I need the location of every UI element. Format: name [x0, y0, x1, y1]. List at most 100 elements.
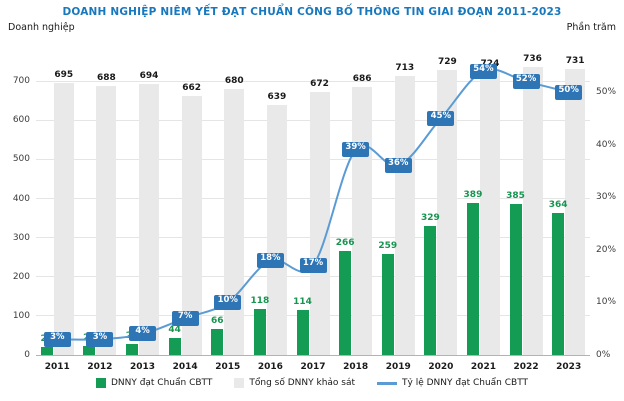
bar-total: [139, 83, 160, 355]
bar-compliant-label: 66: [211, 316, 224, 327]
bar-compliant-label: 114: [293, 297, 312, 308]
y-axis-tick-label: 0: [24, 350, 30, 360]
y2-axis-tick-label: 50%: [596, 87, 617, 98]
bar-compliant-label: 266: [335, 237, 355, 248]
bar-compliant: [40, 346, 53, 355]
bar-total: [96, 85, 117, 355]
chart-title: DOANH NGHIỆP NIÊM YẾT ĐẠT CHUẨN CÔNG BỐ …: [62, 6, 562, 18]
y2-axis-tick-label: 20%: [596, 244, 617, 255]
bar-compliant-label: 389: [463, 189, 483, 200]
x-axis-label: 2015: [215, 362, 241, 372]
y-axis-tick-label: 300: [12, 232, 30, 243]
bar-compliant: [466, 202, 479, 355]
bar-compliant: [126, 343, 139, 355]
bar-total-label: 736: [523, 54, 542, 65]
bar-compliant: [509, 204, 522, 355]
trend-line: [57, 68, 569, 341]
bar-compliant-label: 364: [548, 199, 568, 210]
bar-compliant-label: 329: [420, 213, 440, 224]
bar-total-label: 731: [565, 56, 585, 67]
pct-data-label: 50%: [555, 84, 583, 100]
bar-compliant-label: 385: [506, 191, 525, 202]
bar-total-label: 729: [437, 56, 457, 67]
x-axis-label: 2019: [385, 362, 411, 372]
bar-total-label: 713: [395, 63, 415, 74]
bar-total: [437, 69, 458, 355]
legend-label: DNNY đạt Chuẩn CBTT: [110, 378, 213, 388]
bar-total: [181, 96, 202, 355]
x-axis-label: 2012: [87, 362, 113, 372]
bar-compliant: [211, 329, 224, 355]
y-axis-tick-label: 700: [12, 76, 30, 87]
bar-compliant: [552, 212, 565, 355]
y2-axis-tick-label: 0%: [596, 350, 611, 360]
right-axis-title: Phần trăm: [566, 22, 616, 33]
bar-total: [565, 69, 586, 355]
y2-axis-tick-label: 30%: [596, 192, 617, 203]
bar-total: [479, 71, 500, 355]
y-axis-tick-label: 500: [12, 154, 30, 165]
gridline: [36, 80, 590, 82]
legend-item: DNNY đạt Chuẩn CBTT: [95, 378, 213, 388]
pct-data-label: 3%: [86, 331, 114, 347]
bar-compliant-label: 259: [378, 240, 398, 251]
bar-total-label: 639: [267, 92, 287, 103]
pct-data-label: 17%: [299, 258, 327, 274]
pct-data-label: 52%: [512, 74, 540, 90]
bar-compliant-label: 118: [250, 295, 270, 306]
pct-data-label: 10%: [214, 294, 242, 310]
plot-area: 6952168823694296624468066639118672114686…: [36, 50, 590, 356]
legend-label: Tỷ lệ DNNY đạt Chuẩn CBTT: [402, 378, 529, 388]
x-axis-label: 2023: [556, 362, 582, 372]
pct-data-label: 36%: [384, 158, 412, 174]
bar-compliant: [296, 310, 309, 355]
pct-data-label: 39%: [342, 142, 370, 158]
gridline: [36, 354, 590, 356]
bar-compliant: [253, 308, 266, 355]
x-axis-label: 2018: [343, 362, 369, 372]
bar-total: [394, 76, 415, 355]
y2-axis-tick-label: 10%: [596, 297, 617, 308]
bar-total-label: 672: [310, 79, 329, 90]
bar-compliant-label: 44: [168, 324, 181, 335]
x-axis-label: 2013: [130, 362, 156, 372]
legend-swatch: [234, 378, 245, 388]
pct-data-label: 7%: [171, 310, 199, 326]
bar-total: [53, 83, 74, 355]
bar-total: [266, 105, 287, 355]
y-axis-tick-label: 600: [12, 115, 30, 126]
legend-item: Tổng số DNNY khảo sát: [234, 378, 355, 388]
trend-line-path: [57, 68, 569, 341]
pct-data-label: 4%: [129, 326, 157, 342]
left-axis-title: Doanh nghiệp: [8, 22, 75, 33]
bar-total-label: 694: [139, 70, 159, 81]
pct-data-label: 45%: [427, 110, 455, 126]
bar-total: [224, 89, 245, 355]
pct-data-label: 18%: [256, 252, 284, 268]
x-axis-label: 2022: [513, 362, 539, 372]
legend: DNNY đạt Chuẩn CBTT Tổng số DNNY khảo sát…: [0, 378, 624, 388]
legend-swatch: [95, 378, 106, 388]
bar-total: [309, 92, 330, 355]
bar-compliant: [83, 346, 96, 355]
bar-total-label: 680: [224, 76, 244, 87]
x-axis-label: 2017: [300, 362, 326, 372]
legend-item: Tỷ lệ DNNY đạt Chuẩn CBTT: [377, 378, 528, 388]
bar-total-label: 662: [182, 83, 202, 94]
bar-total: [522, 67, 543, 355]
bar-compliant: [168, 337, 181, 355]
bar-total-label: 688: [97, 72, 116, 83]
y2-axis-tick-label: 40%: [596, 139, 617, 150]
legend-line-swatch: [377, 381, 398, 385]
bar-compliant: [424, 226, 437, 355]
x-axis-label: 2011: [44, 362, 70, 372]
x-axis-label: 2014: [172, 362, 198, 372]
pct-data-label: 3%: [43, 331, 71, 347]
x-axis-label: 2021: [470, 362, 496, 372]
bar-total-label: 695: [54, 70, 74, 81]
y-axis-tick-label: 400: [12, 193, 30, 204]
legend-label: Tổng số DNNY khảo sát: [249, 378, 356, 388]
bar-compliant: [339, 251, 352, 355]
bar-compliant: [381, 253, 394, 355]
